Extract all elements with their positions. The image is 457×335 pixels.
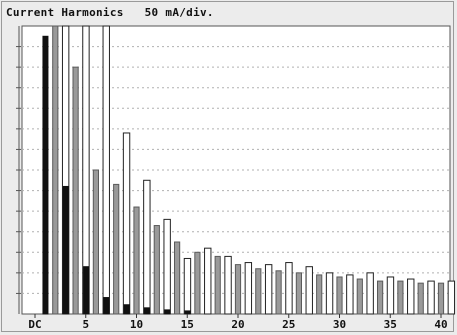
phase-2-bar [234, 264, 242, 315]
x-tick-label: 15 [181, 318, 194, 331]
phase-3-bar [102, 25, 110, 315]
phase-3-bar [285, 262, 293, 315]
x-tick-label: 30 [333, 318, 346, 331]
phase-1-bar [164, 309, 171, 315]
phase-2-bar [397, 280, 404, 315]
phase-2-bar [174, 241, 181, 315]
phase-3-bar [447, 280, 456, 315]
phase-1-bar [42, 35, 49, 315]
x-tick-label: 40 [434, 318, 447, 331]
phase-3-bar [386, 276, 395, 315]
x-tick-label: 20 [231, 318, 244, 331]
phase-3-bar [346, 274, 354, 315]
x-ticks: DC 5 10 15 20 25 30 35 40 [28, 314, 448, 331]
phase-2-bar [52, 25, 59, 315]
chart-title: Current Harmonics [6, 6, 124, 19]
phase-2-bar [72, 66, 79, 315]
phase-3-bar [325, 272, 334, 315]
phase-3-bar [407, 278, 415, 315]
phase-3-bar [427, 280, 435, 315]
x-tick-label: 35 [384, 318, 397, 331]
phase-1-bar [103, 297, 110, 315]
phase-3-bar [264, 264, 273, 315]
phase-3-bar [143, 179, 151, 315]
phase-3-bar [163, 218, 171, 315]
screen-frame [1, 1, 454, 332]
x-tick-label: 25 [282, 318, 295, 331]
phase-3-bar [366, 272, 374, 315]
phase-2-bar [417, 282, 424, 315]
bars [42, 25, 456, 315]
phase-2-bar [194, 251, 201, 315]
scale-label: 50 mA/div. [144, 6, 214, 19]
x-tick-label: 5 [82, 318, 89, 331]
phase-3-bar [204, 247, 212, 315]
phase-1-bar [143, 307, 150, 315]
phase-3-bar [224, 255, 232, 315]
phase-2-bar [437, 282, 445, 315]
phase-2-bar [92, 169, 100, 315]
x-tick-label: 10 [130, 318, 143, 331]
phase-2-bar [295, 272, 302, 315]
x-tick-label: DC [28, 318, 41, 331]
phase-1-bar [184, 310, 191, 315]
phase-3-bar [122, 132, 131, 315]
phase-2-bar [275, 270, 282, 315]
phase-3-bar [244, 262, 253, 315]
phase-1-bar [62, 185, 69, 315]
phase-2-bar [113, 183, 120, 315]
phase-3-bar [305, 266, 313, 315]
phase-2-bar [356, 278, 363, 315]
phase-1-bar [83, 266, 90, 315]
phase-2-bar [377, 280, 384, 315]
phase-2-bar [153, 225, 160, 315]
phase-2-bar [336, 276, 343, 315]
phase-1-bar [123, 304, 130, 315]
phase-2-bar [133, 206, 140, 315]
phase-2-bar [214, 255, 221, 315]
title-bar: Current Harmonics 50 mA/div. [6, 6, 228, 22]
phase-3-bar [183, 257, 192, 315]
phase-2-bar [316, 274, 323, 315]
phase-2-bar [255, 268, 262, 315]
